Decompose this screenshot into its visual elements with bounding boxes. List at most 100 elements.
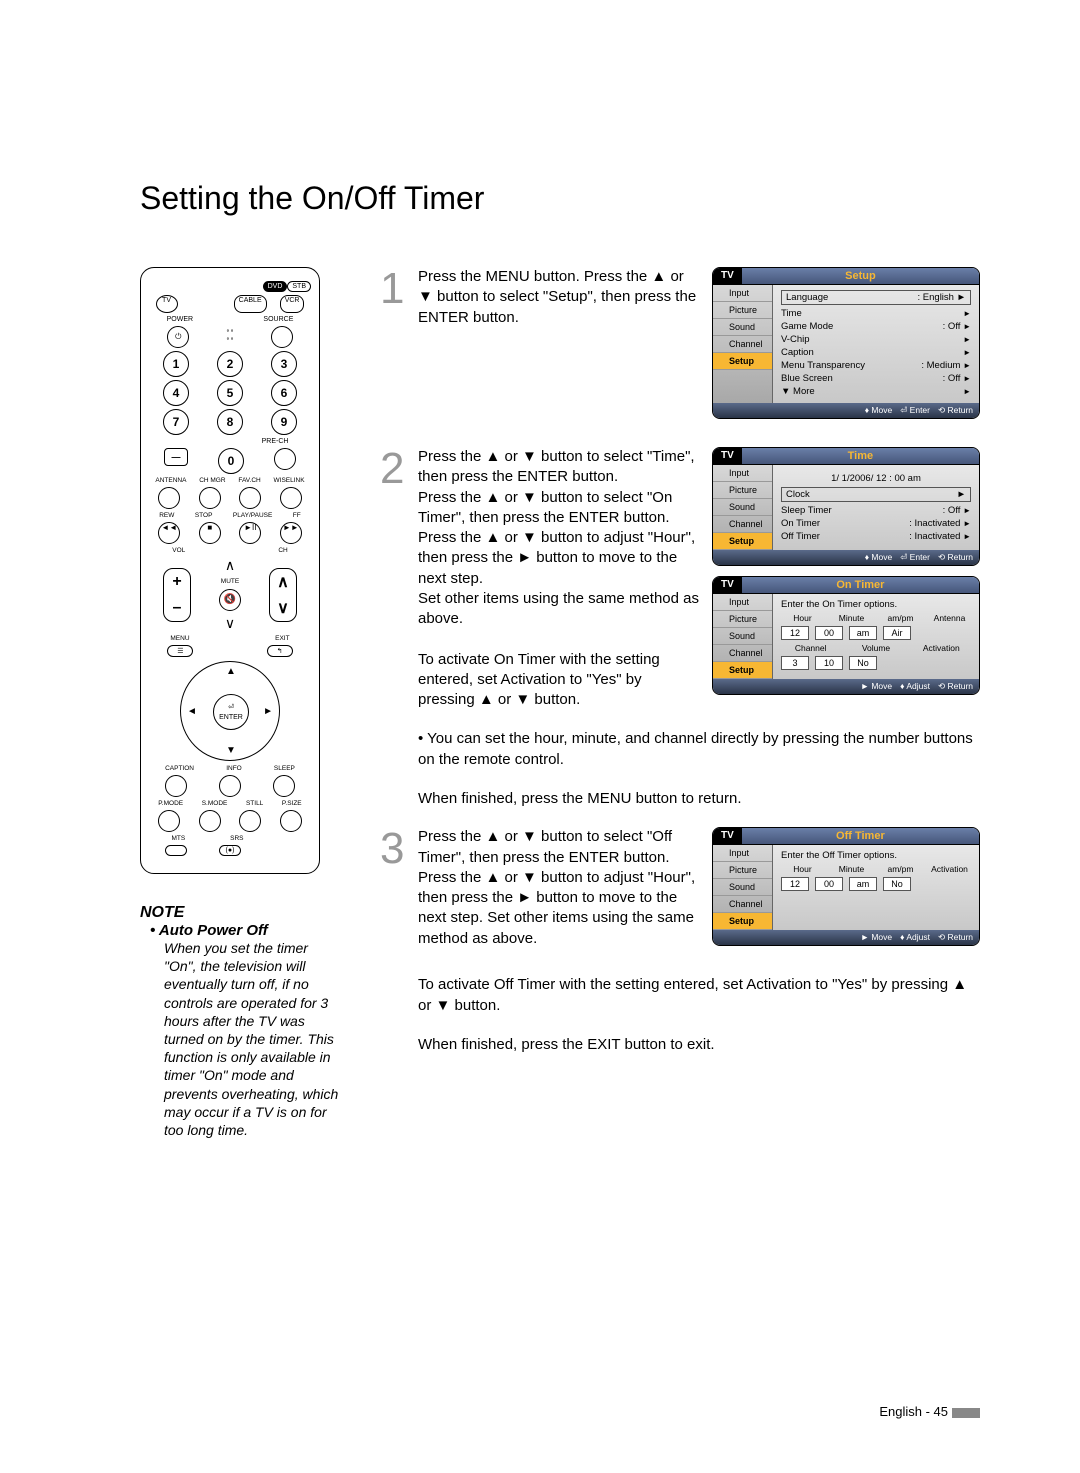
- f2a: ♦ Move: [865, 552, 892, 563]
- offtimer-hint: Enter the Off Timer options.: [781, 850, 971, 861]
- osd-tab-sound: Sound: [713, 628, 772, 645]
- setup-item: Menu Transparency: Medium ►: [781, 359, 971, 372]
- f2c: ⟲ Return: [938, 552, 973, 563]
- osd-clock: 1/ 1/2006/ 12 : 00 am: [781, 470, 971, 487]
- l-smode: S.MODE: [202, 800, 228, 807]
- setup-item: Caption ►: [781, 346, 971, 359]
- ch-up-icon: ∧: [219, 557, 241, 574]
- value-box: am: [849, 626, 877, 640]
- enter-button: ⏎ENTER: [213, 694, 249, 730]
- col-header: Antenna: [928, 613, 971, 623]
- num-9: 9: [271, 409, 297, 435]
- f4b: ♦ Adjust: [900, 932, 930, 943]
- l-antenna: ANTENNA: [155, 477, 186, 484]
- num-0: 0: [218, 448, 244, 474]
- osd-tab-input: Input: [713, 465, 772, 482]
- value-box: 12: [781, 877, 809, 891]
- l-pmode: P.MODE: [158, 800, 183, 807]
- osd-tab-setup: Setup: [713, 913, 772, 930]
- l-info: INFO: [226, 765, 242, 772]
- step-3-after-1: To activate Off Timer with the setting e…: [418, 974, 980, 1016]
- osd-tab-picture: Picture: [713, 862, 772, 879]
- foot-enter: ⏎ Enter: [900, 405, 930, 416]
- l-favch: FAV.CH: [238, 477, 260, 484]
- btn-stop: ■: [199, 522, 221, 544]
- osd-setup: TVSetup InputPictureSoundChannelSetup La…: [712, 267, 980, 419]
- col-header: Activation: [928, 864, 971, 874]
- col-header: Activation: [912, 643, 971, 653]
- f3b: ♦ Adjust: [900, 681, 930, 692]
- btn-rew: ◄◄: [158, 522, 180, 544]
- l-psize: P.SIZE: [282, 800, 302, 807]
- num-8: 8: [217, 409, 243, 435]
- value-box: 12: [781, 626, 809, 640]
- page-title: Setting the On/Off Timer: [140, 180, 980, 217]
- osd-offtimer: TVOff Timer InputPictureSoundChannelSetu…: [712, 827, 980, 946]
- osd-tab-sound: Sound: [713, 499, 772, 516]
- col-header: am/pm: [879, 613, 922, 623]
- osd-tab-setup: Setup: [713, 662, 772, 679]
- dash-button: —: [164, 448, 188, 466]
- left-column: DVD STB TV CABLE VCR POWERSOURCE ⏻ ∘∘∘∘ …: [140, 267, 340, 1139]
- btn-menu: ☰: [167, 645, 193, 657]
- btn-ff: ►►: [280, 522, 302, 544]
- value-box: Air: [883, 626, 911, 640]
- vol-rocker: +–: [163, 568, 191, 622]
- osd-time: TVTime InputPictureSoundChannelSetup 1/ …: [712, 447, 980, 566]
- value-box: 00: [815, 877, 843, 891]
- setup-item: Blue Screen: Off ►: [781, 372, 971, 385]
- l-vol: VOL: [172, 547, 185, 554]
- value-box: 10: [815, 656, 843, 670]
- num-4: 4: [163, 380, 189, 406]
- vcr-label: VCR: [280, 295, 305, 313]
- osd-ontimer-title: On Timer: [742, 577, 979, 593]
- l-rew: REW: [159, 512, 174, 519]
- num-5: 5: [217, 380, 243, 406]
- stb-label: STB: [287, 281, 311, 292]
- note-text: When you set the timer "On", the televis…: [164, 939, 340, 1139]
- col-header: Minute: [830, 613, 873, 623]
- ontimer-hint: Enter the On Timer options.: [781, 599, 971, 610]
- f4c: ⟲ Return: [938, 932, 973, 943]
- osd-tab-setup: Setup: [713, 533, 772, 550]
- prech-button: [274, 448, 296, 470]
- step-2-text: Press the ▲ or ▼ button to select "Time"…: [418, 447, 702, 710]
- time-item: Sleep Timer: Off ►: [781, 504, 971, 517]
- btn-pmode: [158, 810, 180, 832]
- osd-ontimer: TVOn Timer InputPictureSoundChannelSetup…: [712, 576, 980, 695]
- right-icon: ►: [263, 706, 273, 717]
- up-icon: ▲: [226, 666, 236, 677]
- osd-offtimer-title: Off Timer: [742, 828, 979, 844]
- btn-sleep: [273, 775, 295, 797]
- setup-item: Language: English ►: [781, 290, 971, 305]
- step-3-text: Press the ▲ or ▼ button to select "Off T…: [418, 827, 702, 956]
- power-label: POWER: [167, 316, 193, 323]
- btn-srs: (●): [219, 845, 241, 856]
- step-2-after-1: • You can set the hour, minute, and chan…: [418, 728, 980, 770]
- osd-tab-input: Input: [713, 594, 772, 611]
- l-ch: CH: [278, 547, 287, 554]
- l-still: STILL: [246, 800, 263, 807]
- right-column: 1 Press the MENU button. Press the ▲ or …: [380, 267, 980, 1139]
- prech-label: PRE-CH: [262, 438, 289, 445]
- btn-antenna: [158, 487, 180, 509]
- time-item: Off Timer: Inactivated ►: [781, 530, 971, 543]
- btn-psize: [280, 810, 302, 832]
- btn-mute: 🔇: [219, 589, 241, 611]
- l-chmgr: CH MGR: [199, 477, 225, 484]
- step-3-after-2: When finished, press the EXIT button to …: [418, 1034, 980, 1055]
- btn-still: [239, 810, 261, 832]
- btn-wiselink: [280, 487, 302, 509]
- value-box: 00: [815, 626, 843, 640]
- col-header: Hour: [781, 613, 824, 623]
- btn-info: [219, 775, 241, 797]
- f4a: ► Move: [861, 932, 893, 943]
- l-mts: MTS: [171, 835, 185, 842]
- btn-smode: [199, 810, 221, 832]
- remote-diagram: DVD STB TV CABLE VCR POWERSOURCE ⏻ ∘∘∘∘ …: [140, 267, 320, 874]
- step-3-number: 3: [380, 827, 408, 956]
- num-1: 1: [163, 351, 189, 377]
- osd-tab-channel: Channel: [713, 336, 772, 353]
- osd-tab-picture: Picture: [713, 482, 772, 499]
- value-box: 3: [781, 656, 809, 670]
